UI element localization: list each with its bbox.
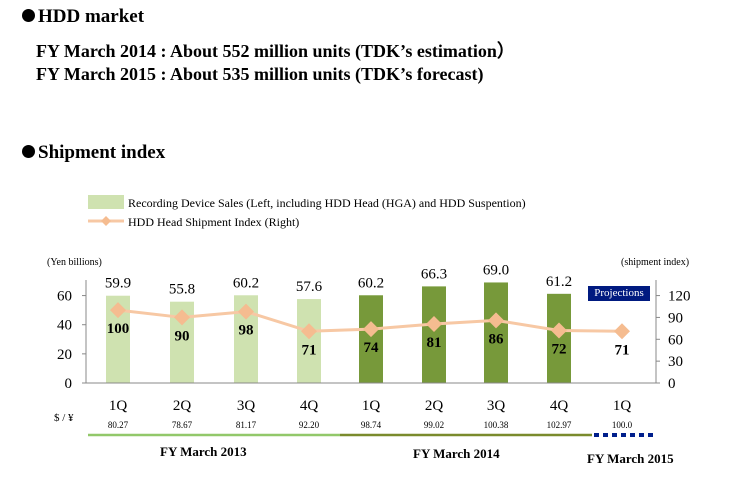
fy2015-line: FY March 2015 : About 535 million units … bbox=[36, 64, 484, 84]
legend-bar-swatch bbox=[88, 195, 124, 209]
category-label: 4Q bbox=[550, 398, 569, 414]
right-tick-label: 120 bbox=[668, 289, 691, 305]
shipment-marker-8 bbox=[551, 322, 567, 339]
right-tick-label: 30 bbox=[668, 354, 683, 370]
bar-value-label: 60.2 bbox=[233, 275, 259, 291]
shipment-marker-2 bbox=[174, 309, 190, 326]
bar-4 bbox=[297, 299, 321, 383]
shipment-value-label: 90 bbox=[175, 328, 190, 344]
category-label: 1Q bbox=[109, 398, 128, 414]
fy-2015-label: FY March 2015 bbox=[587, 451, 674, 466]
shipment-marker-7 bbox=[488, 312, 504, 329]
bar-7 bbox=[484, 282, 508, 383]
shipment-marker-6 bbox=[426, 315, 442, 332]
shipment-marker-4 bbox=[301, 323, 317, 340]
category-label: 1Q bbox=[613, 398, 632, 414]
right-tick-label: 0 bbox=[668, 376, 676, 392]
bar-value-label: 59.9 bbox=[105, 276, 131, 292]
projections-badge: Projections bbox=[588, 286, 650, 301]
shipment-value-label: 71 bbox=[615, 342, 630, 358]
exchange-rate-value: 99.02 bbox=[424, 420, 444, 430]
hdd-market-heading: HDD market bbox=[22, 6, 144, 28]
exchange-rate-value: 81.17 bbox=[236, 420, 257, 430]
category-label: 3Q bbox=[487, 398, 506, 414]
category-label: 2Q bbox=[425, 398, 444, 414]
bar-5 bbox=[359, 295, 383, 383]
shipment-value-label: 86 bbox=[489, 331, 505, 347]
left-axis-title: (Yen billions) bbox=[47, 257, 102, 268]
category-label: 2Q bbox=[173, 398, 192, 414]
shipment-value-label: 71 bbox=[302, 342, 317, 358]
left-tick-label: 40 bbox=[57, 318, 72, 334]
fy-2014-label: FY March 2014 bbox=[413, 446, 500, 461]
right-axis-title: (shipment index) bbox=[621, 257, 690, 268]
bar-value-label: 60.2 bbox=[358, 275, 384, 291]
shipment-value-label: 74 bbox=[364, 340, 380, 356]
bar-value-label: 55.8 bbox=[169, 282, 195, 298]
shipment-marker-9 bbox=[614, 323, 630, 340]
legend-line-entry: HDD Head Shipment Index (Right) bbox=[88, 215, 299, 230]
shipment-value-label: 100 bbox=[107, 321, 130, 337]
legend-bar-entry: Recording Device Sales (Left, including … bbox=[88, 195, 526, 211]
exchange-rate-value: 92.20 bbox=[299, 420, 320, 430]
exchange-rate-value: 102.97 bbox=[547, 420, 572, 430]
category-label: 3Q bbox=[237, 398, 256, 414]
shipment-marker-5 bbox=[363, 321, 379, 338]
exchange-rate-value: 98.74 bbox=[361, 420, 382, 430]
shipment-value-label: 98 bbox=[239, 323, 254, 339]
exchange-rate-value: 100.38 bbox=[484, 420, 509, 430]
fy2014-line: FY March 2014 : About 552 million units … bbox=[36, 41, 515, 61]
shipment-value-label: 81 bbox=[427, 335, 442, 351]
shipment-value-label: 72 bbox=[552, 342, 567, 358]
exchange-rate-label: $ / ¥ bbox=[54, 412, 74, 424]
left-tick-label: 60 bbox=[57, 289, 72, 305]
bullet-icon bbox=[22, 145, 35, 158]
legend-line-swatch bbox=[88, 216, 124, 226]
fy-2013-label: FY March 2013 bbox=[160, 444, 247, 459]
shipment-marker-3 bbox=[238, 303, 254, 320]
shipment-marker-1 bbox=[110, 302, 126, 319]
right-tick-label: 90 bbox=[668, 310, 683, 326]
right-tick-label: 60 bbox=[668, 332, 683, 348]
exchange-rate-value: 100.0 bbox=[612, 420, 633, 430]
shipment-index-heading: Shipment index bbox=[22, 142, 165, 164]
category-label: 1Q bbox=[362, 398, 381, 414]
bar-value-label: 69.0 bbox=[483, 262, 509, 278]
left-tick-label: 20 bbox=[57, 347, 72, 363]
left-tick-label: 0 bbox=[65, 376, 73, 392]
exchange-rate-value: 80.27 bbox=[108, 420, 129, 430]
exchange-rate-value: 78.67 bbox=[172, 420, 193, 430]
bar-value-label: 57.6 bbox=[296, 279, 323, 295]
category-label: 4Q bbox=[300, 398, 319, 414]
bar-6 bbox=[422, 286, 446, 383]
bar-value-label: 61.2 bbox=[546, 274, 572, 290]
bullet-icon bbox=[22, 9, 35, 22]
bar-value-label: 66.3 bbox=[421, 266, 447, 282]
